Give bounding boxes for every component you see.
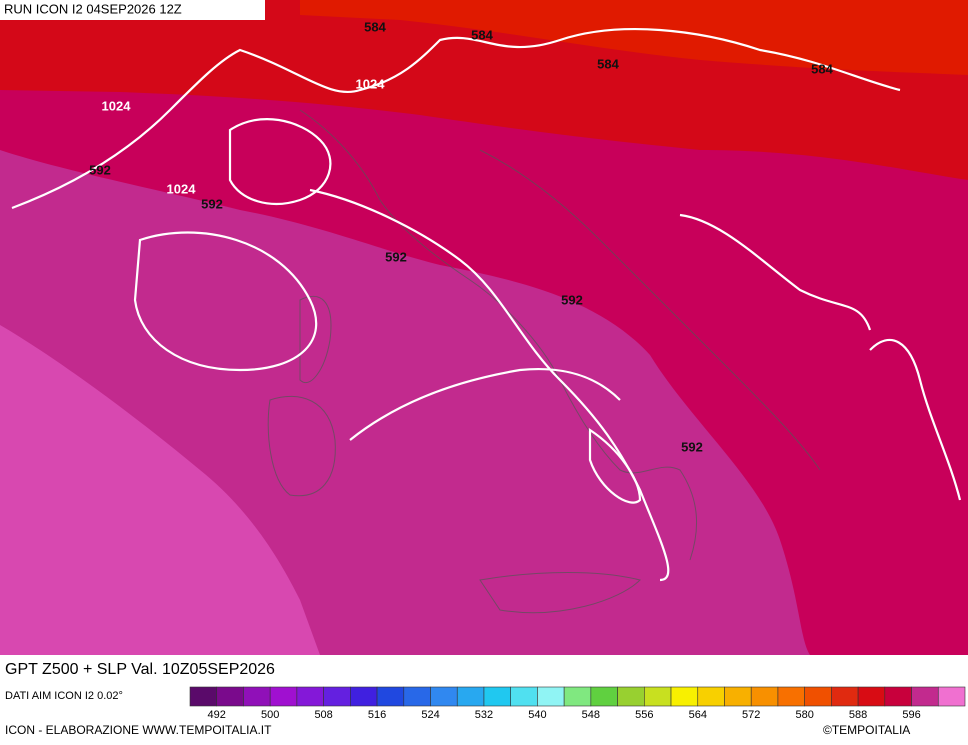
colorbar-swatch xyxy=(777,686,805,707)
contour-label: 592 xyxy=(681,439,703,454)
run-label: RUN ICON I2 04SEP2026 12Z xyxy=(4,1,182,16)
colorbar-tick-label: 532 xyxy=(475,709,493,721)
colorbar-swatch xyxy=(537,686,565,707)
header-box xyxy=(0,0,265,20)
contour-label: 584 xyxy=(471,27,493,42)
colorbar-tick-label: 508 xyxy=(314,709,332,721)
colorbar-swatch xyxy=(750,686,779,707)
contour-label: 1024 xyxy=(356,76,386,91)
colorbar-swatch xyxy=(697,686,725,707)
colorbar-swatch xyxy=(269,686,298,707)
colorbar-tick-label: 564 xyxy=(689,709,707,721)
isobars xyxy=(11,28,962,582)
colorbar-tick-label: 588 xyxy=(849,709,867,721)
copyright-label: ©TEMPOITALIA xyxy=(823,723,910,737)
colorbar-swatch xyxy=(456,686,485,707)
colorbar-swatch xyxy=(216,686,244,707)
colorbar-tick-label: 500 xyxy=(261,709,279,721)
colorbar-swatch xyxy=(911,686,939,707)
colorbar-swatch xyxy=(323,686,351,707)
colorbar-tick-label: 572 xyxy=(742,709,760,721)
colorbar-swatch xyxy=(884,686,912,707)
contour-label: 1024 xyxy=(167,181,197,196)
field-596 xyxy=(0,325,320,655)
colorbar-tick-label: 596 xyxy=(902,709,920,721)
colorbar-swatch xyxy=(644,686,672,707)
colorbar-swatch xyxy=(189,686,218,707)
credit-label: ICON - ELABORAZIONE WWW.TEMPOITALIA.IT xyxy=(5,723,272,737)
colorbar-tick-label: 580 xyxy=(795,709,813,721)
colorbar-swatch xyxy=(430,686,458,707)
colorbar-tick-label: 524 xyxy=(421,709,439,721)
colorbar-swatch xyxy=(376,686,405,707)
contour-label: 584 xyxy=(811,61,833,76)
colorbar-swatch xyxy=(590,686,618,707)
contour-label: 592 xyxy=(385,249,407,264)
colorbar-swatch xyxy=(831,686,859,707)
colorbar-swatch xyxy=(617,686,645,707)
source-label: DATI AIM ICON I2 0.02° xyxy=(5,690,123,702)
colorbar-tick-label: 516 xyxy=(368,709,386,721)
colorbar: 492 500 508 516 524 532 540 548 556 564 572 580 588 5… xyxy=(189,686,966,721)
colorbar-swatch xyxy=(563,686,592,707)
colorbar-swatch xyxy=(804,686,832,707)
colorbar-tick-label: 556 xyxy=(635,709,653,721)
colorbar-tick-label: 492 xyxy=(208,709,226,721)
colorbar-swatch xyxy=(857,686,886,707)
map-area: 5845845845841024102410245925925925925925… xyxy=(0,0,968,655)
colorbar-tick-label: 540 xyxy=(528,709,546,721)
colorbar-swatch xyxy=(510,686,538,707)
colorbar-swatch xyxy=(350,686,378,707)
coastlines xyxy=(267,109,821,614)
field-580 xyxy=(300,0,968,75)
contour-label: 592 xyxy=(89,162,111,177)
colorbar-swatch xyxy=(296,686,324,707)
contour-labels: 5845845845841024102410245925925925925925… xyxy=(0,0,834,454)
contour-label: 592 xyxy=(561,292,583,307)
contour-label: 584 xyxy=(597,56,619,71)
colorbar-swatch xyxy=(724,686,752,707)
colorbar-swatch xyxy=(670,686,699,707)
colorbar-swatch xyxy=(243,686,271,707)
map-title: GPT Z500 + SLP Val. 10Z05SEP2026 xyxy=(5,661,275,678)
contour-label: 1024 xyxy=(102,98,132,113)
colorbar-swatch xyxy=(937,686,966,707)
title-box xyxy=(0,657,413,683)
contour-label: 584 xyxy=(364,19,386,34)
colorbar-swatch xyxy=(403,686,431,707)
colorbar-swatch xyxy=(483,686,511,707)
colorbar-tick-label: 548 xyxy=(582,709,600,721)
contour-label: 592 xyxy=(201,196,223,211)
